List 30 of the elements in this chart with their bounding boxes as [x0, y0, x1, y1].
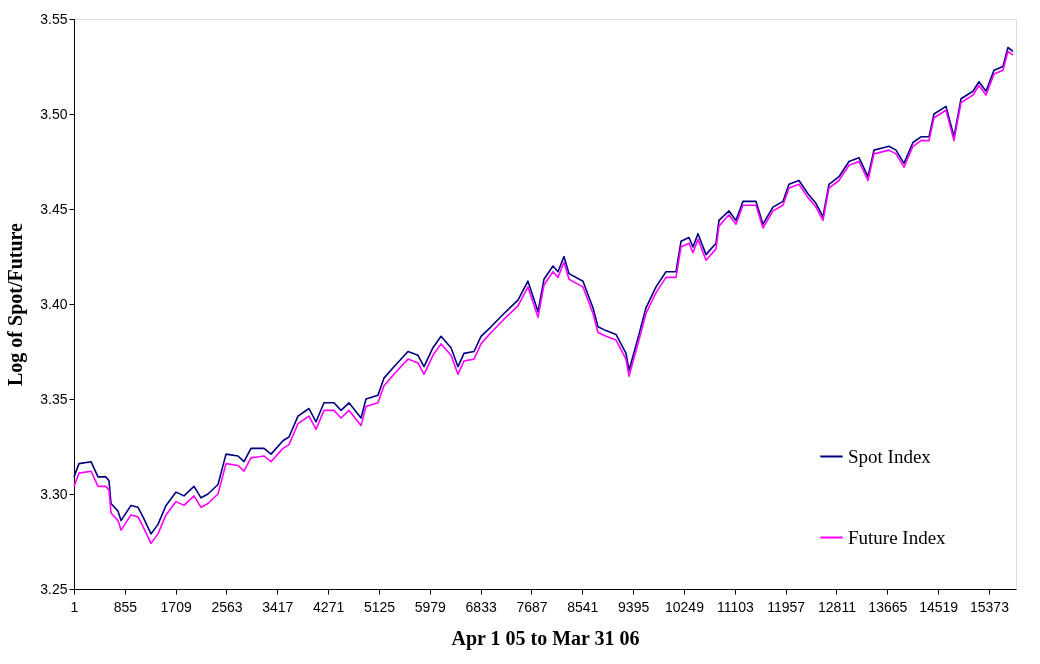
x-tick-label: 13665 — [868, 598, 908, 615]
x-tick-label: 1709 — [160, 598, 192, 615]
x-tick-label: 4271 — [313, 598, 345, 615]
x-tick-label: 5979 — [414, 598, 447, 615]
x-tick-label: 5125 — [363, 598, 396, 615]
y-tick-label: 3.40 — [40, 295, 68, 312]
y-tick-label: 3.35 — [40, 390, 68, 407]
x-tick-label: 2563 — [211, 598, 243, 615]
y-axis-title: Log of Spot/Future — [4, 222, 28, 386]
x-tick-label: 8541 — [567, 598, 599, 615]
x-tick-label: 11103 — [716, 598, 754, 615]
legend-label: Spot Index — [848, 445, 932, 467]
y-tick-label: 3.30 — [40, 485, 68, 502]
x-tick-label: 12811 — [818, 598, 857, 615]
x-axis-title: Apr 1 05 to Mar 31 06 — [451, 626, 640, 650]
legend-label: Future Index — [848, 526, 947, 548]
x-tick-label: 9395 — [618, 598, 650, 615]
y-tick-label: 3.25 — [40, 580, 68, 597]
x-tick-label: 7687 — [516, 598, 548, 615]
y-tick-label: 3.55 — [40, 10, 68, 27]
x-tick-label: 855 — [113, 598, 138, 615]
x-tick-label: 15373 — [970, 598, 1010, 615]
y-tick-label: 3.45 — [40, 200, 68, 217]
x-tick-label: 10249 — [665, 598, 705, 615]
x-tick-label: 14519 — [919, 598, 959, 615]
x-tick-label: 11957 — [767, 598, 806, 615]
x-tick-label: 6833 — [465, 598, 497, 615]
x-tick-label: 3417 — [262, 598, 294, 615]
x-tick-label: 1 — [70, 598, 79, 615]
y-tick-label: 3.50 — [40, 105, 68, 122]
